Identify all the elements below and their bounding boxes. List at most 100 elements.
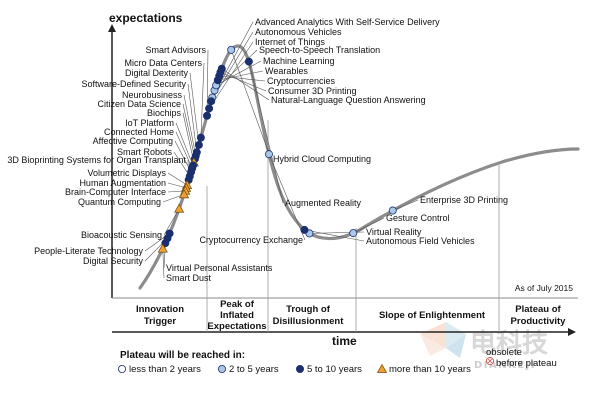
tech-label-micro-data-centers: Micro Data Centers bbox=[124, 58, 202, 68]
watermark-text: 电科技 bbox=[470, 329, 548, 359]
tech-label-quantum-computing: Quantum Computing bbox=[78, 197, 161, 207]
tech-label-autonomous-field-vehicles: Autonomous Field Vehicles bbox=[366, 236, 475, 246]
leader-line-augmented-reality bbox=[248, 61, 284, 204]
marker-smart-advisors bbox=[203, 111, 212, 120]
legend-label-obsolete: obsolete before plateau bbox=[486, 347, 557, 369]
marker-enterprise-3d-printing bbox=[388, 206, 397, 215]
leader-line-connected-home bbox=[175, 131, 193, 169]
tech-label-cryptocurrency-exchange: Cryptocurrency Exchange bbox=[199, 235, 303, 245]
leader-line-cryptocurrencies bbox=[219, 75, 266, 82]
legend-label-5to10: 5 to 10 years bbox=[307, 364, 362, 375]
watermark-subtext: DIANKEJI bbox=[474, 360, 536, 371]
tech-label-enterprise-3d-printing: Enterprise 3D Printing bbox=[420, 195, 508, 205]
tech-label-3d-bioprinting-systems-for-organ-transplant: 3D Bioprinting Systems for Organ Transpl… bbox=[7, 155, 186, 165]
legend: less than 2 years 2 to 5 years 5 to 10 yea… bbox=[118, 347, 557, 375]
tech-label-cryptocurrencies: Cryptocurrencies bbox=[267, 76, 336, 86]
phase-trough: Trough of Disillusionment bbox=[273, 304, 345, 327]
marker-quantum-computing bbox=[178, 189, 190, 199]
leader-line-volumetric-displays bbox=[167, 172, 188, 186]
leader-line-bioacoustic-sensing bbox=[163, 208, 180, 236]
tech-label-internet-of-things: Internet of Things bbox=[255, 37, 325, 47]
leader-line-gesture-control bbox=[353, 217, 385, 234]
x-axis-title: time bbox=[332, 334, 357, 348]
legend-marker-2to5 bbox=[217, 364, 226, 373]
marker-digital-dexterity bbox=[194, 140, 203, 149]
leader-line-biochips bbox=[182, 112, 195, 163]
legend-label-2to5: 2 to 5 years bbox=[229, 364, 279, 375]
legend-label-gt10: more than 10 years bbox=[389, 364, 471, 375]
tech-label-digital-security: Digital Security bbox=[83, 256, 144, 266]
tech-label-brain-computer-interface: Brain-Computer Interface bbox=[65, 187, 166, 197]
marker-autonomous-vehicles bbox=[207, 97, 216, 106]
marker-hybrid-cloud-computing bbox=[227, 45, 236, 54]
leader-line-smart-dust bbox=[162, 248, 165, 279]
leader-line-neurobusiness bbox=[183, 94, 197, 156]
marker-natural-language-question-answering bbox=[217, 64, 226, 73]
marker-autonomous-field-vehicles bbox=[300, 225, 309, 234]
y-axis-arrow bbox=[108, 24, 116, 32]
legend-marker-gt10 bbox=[376, 363, 388, 373]
leader-line-iot-platform bbox=[175, 122, 194, 166]
marker-augmented-reality bbox=[244, 57, 253, 66]
legend-marker-5to10 bbox=[295, 364, 304, 373]
tech-label-digital-dexterity: Digital Dexterity bbox=[125, 68, 189, 78]
tech-label-hybrid-cloud-computing: Hybrid Cloud Computing bbox=[273, 154, 371, 164]
tech-label-bioacoustic-sensing: Bioacoustic Sensing bbox=[81, 230, 162, 240]
leader-line-speech-to-speech-translation bbox=[214, 49, 258, 91]
leader-line-virtual-personal-assistants bbox=[163, 243, 166, 269]
hype-curve bbox=[138, 44, 580, 290]
phase-peak: Peak of Inflated Expectations bbox=[207, 299, 266, 332]
tech-label-volumetric-displays: Volumetric Displays bbox=[87, 168, 166, 178]
tech-label-virtual-personal-assistants: Virtual Personal Assistants bbox=[166, 263, 273, 273]
tech-label-autonomous-vehicles: Autonomous Vehicles bbox=[255, 27, 342, 37]
legend-marker-lt2 bbox=[118, 364, 127, 373]
tech-label-smart-advisors: Smart Advisors bbox=[145, 45, 206, 55]
leader-line-cryptocurrency-exchange bbox=[268, 154, 306, 241]
as-of-date: As of July 2015 bbox=[515, 283, 573, 293]
tech-label-biochips: Biochips bbox=[147, 108, 182, 118]
tech-label-natural-language-question-answering: Natural-Language Question Answering bbox=[271, 95, 426, 105]
x-axis-arrow bbox=[568, 328, 576, 336]
marker-cryptocurrency-exchange bbox=[264, 150, 273, 159]
y-axis-title: expectations bbox=[109, 11, 183, 25]
tech-label-speech-to-speech-translation: Speech-to-Speech Translation bbox=[259, 45, 380, 55]
leader-line-autonomous-field-vehicles bbox=[304, 229, 365, 242]
tech-label-human-augmentation: Human Augmentation bbox=[79, 178, 166, 188]
tech-label-connected-home: Connected Home bbox=[104, 127, 174, 137]
marker-smart-dust bbox=[157, 243, 168, 253]
legend-marker-obsolete bbox=[485, 356, 495, 366]
legend-title: Plateau will be reached in: bbox=[120, 350, 245, 361]
tech-label-smart-dust: Smart Dust bbox=[166, 273, 212, 283]
leader-line-hybrid-cloud-computing bbox=[230, 49, 272, 160]
tech-label-citizen-data-science: Citizen Data Science bbox=[97, 99, 181, 109]
leader-line-micro-data-centers bbox=[200, 62, 205, 138]
tech-label-software-defined-security: Software-Defined Security bbox=[81, 79, 186, 89]
tech-label-virtual-reality: Virtual Reality bbox=[366, 227, 422, 237]
phase-innovation-trigger: Innovation Trigger bbox=[136, 304, 184, 327]
leader-line-software-defined-security bbox=[187, 83, 198, 153]
tech-label-consumer-3d-printing: Consumer 3D Printing bbox=[268, 86, 357, 96]
tech-label-affective-computing: Affective Computing bbox=[93, 136, 173, 146]
tech-label-neurobusiness: Neurobusiness bbox=[122, 90, 183, 100]
legend-label-lt2: less than 2 years bbox=[129, 364, 201, 375]
marker-micro-data-centers bbox=[196, 133, 205, 142]
tech-labels: Advanced Analytics With Self-Service Del… bbox=[7, 17, 508, 283]
watermark-logo bbox=[420, 322, 466, 358]
tech-markers bbox=[157, 45, 397, 253]
marker-gesture-control bbox=[349, 229, 358, 238]
tech-label-people-literate-technology: People-Literate Technology bbox=[34, 246, 143, 256]
phase-slope: Slope of Enlightenment bbox=[379, 310, 486, 321]
tech-label-smart-robots: Smart Robots bbox=[117, 147, 173, 157]
leader-line-consumer-3d-printing bbox=[220, 72, 267, 92]
tech-label-iot-platform: IoT Platform bbox=[125, 118, 174, 128]
tech-label-augmented-reality: Augmented Reality bbox=[285, 198, 362, 208]
marker-bioacoustic-sensing bbox=[174, 203, 185, 213]
tech-label-advanced-analytics-with-self-service-delivery: Advanced Analytics With Self-Service Del… bbox=[255, 17, 440, 27]
leader-line-natural-language-question-answering bbox=[221, 68, 270, 101]
leader-line-digital-dexterity bbox=[189, 72, 200, 146]
tech-label-machine-learning: Machine Learning bbox=[263, 56, 335, 66]
tech-label-gesture-control: Gesture Control bbox=[386, 213, 450, 223]
phase-plateau: Plateau of Productivity bbox=[511, 304, 567, 327]
leader-line-enterprise-3d-printing bbox=[392, 199, 419, 211]
